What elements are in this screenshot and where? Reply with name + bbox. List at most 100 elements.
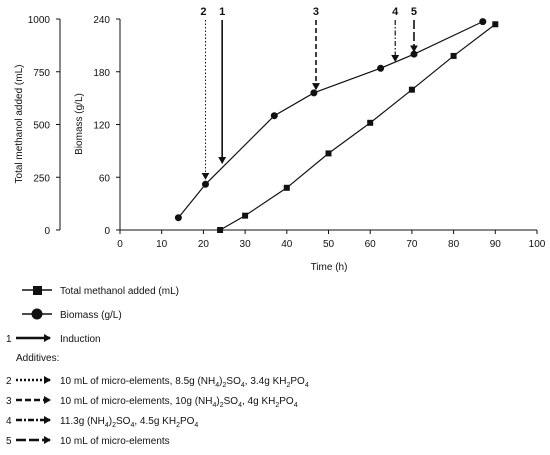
x-tick-label: 0 xyxy=(117,239,123,250)
legend-label-additive-5: 10 mL of micro-elements xyxy=(60,436,170,447)
additive-2-part-a: 10 mL of micro-elements, 8.5g (NH xyxy=(60,376,215,387)
x-axis-ticks: 0 10 20 30 40 50 60 70 80 90 100 xyxy=(117,230,546,250)
legend-label-induction: Induction xyxy=(60,334,101,345)
additive-4-sub-po4: 4 xyxy=(194,422,198,429)
legend-item-additive-3: 3 10 mL of micro-elements, 10g (NH4)2SO4… xyxy=(6,396,298,409)
biomass-data-point xyxy=(377,64,385,72)
legend-item-additive-4: 4 11.3g (NH4)2SO4, 4.5g KH2PO4 xyxy=(6,416,198,429)
x-tick-label: 60 xyxy=(365,239,377,250)
additive-3-part-d: PO xyxy=(279,396,294,407)
biomass-data-point xyxy=(270,112,278,120)
x-tick-label: 90 xyxy=(490,239,502,250)
biomass-data-point xyxy=(310,89,318,97)
arrow-layer: 1 2 3 4 5 xyxy=(200,6,418,180)
additive-3-part-a: 10 mL of micro-elements, 10g (NH xyxy=(60,396,212,407)
biomass-data-point xyxy=(410,50,418,58)
additive-4-sub-2: 2 xyxy=(112,422,116,429)
arrow-label-1: 1 xyxy=(219,6,225,18)
arrow-label-4: 4 xyxy=(392,6,399,18)
x-tick-label: 30 xyxy=(240,239,252,250)
additive-4-sub-4: 4 xyxy=(105,422,109,429)
left-axis-label: Total methanol added (mL) xyxy=(14,65,25,184)
additive-3-close: ) xyxy=(216,396,219,407)
legend-item-induction: 1 Induction xyxy=(6,334,101,345)
additive-2-sub-h2: 2 xyxy=(286,382,290,389)
x-tick-label: 40 xyxy=(281,239,293,250)
additive-2-sub-po4: 4 xyxy=(305,382,309,389)
biomass-series-line xyxy=(177,21,484,219)
biomass-data-point xyxy=(174,214,182,222)
additive-3-part-b: SO xyxy=(224,396,239,407)
additive-3-sub-po4: 4 xyxy=(294,402,298,409)
legend-item-methanol: Total methanol added (mL) xyxy=(22,286,179,297)
additive-4-sub-so4: 4 xyxy=(130,422,134,429)
legend-item-additive-5: 5 10 mL of micro-elements xyxy=(6,436,170,447)
x-tick-label: 10 xyxy=(156,239,168,250)
additive-2-part-c: , 3.4g KH xyxy=(245,376,287,387)
methanol-data-point xyxy=(408,86,415,93)
x-tick-label: 100 xyxy=(529,239,546,250)
left-tick-label: 0 xyxy=(44,226,50,237)
legend-number-additive-4: 4 xyxy=(6,416,12,427)
legend-label-biomass: Biomass (g/L) xyxy=(60,310,122,321)
legend-label-additive-4: 11.3g (NH4)2SO4, 4.5g KH2PO4 xyxy=(60,416,198,429)
left-tick-label: 500 xyxy=(33,121,50,132)
right-tick-label: 240 xyxy=(93,15,110,26)
methanol-data-point xyxy=(450,52,457,59)
axes xyxy=(59,19,537,231)
legend-label-additive-3: 10 mL of micro-elements, 10g (NH4)2SO4, … xyxy=(60,396,298,409)
additive-4-part-c: , 4.5g KH xyxy=(134,416,176,427)
legend-item-additive-2: 2 10 mL of micro-elements, 8.5g (NH4)2SO… xyxy=(6,376,309,389)
methanol-series-line xyxy=(219,23,496,231)
additives-heading: Additives: xyxy=(16,353,59,364)
additive-2-sub-4: 4 xyxy=(215,382,219,389)
series-layer xyxy=(174,18,499,233)
left-tick-label: 750 xyxy=(33,68,50,79)
x-tick-label: 50 xyxy=(323,239,335,250)
square-marker-icon xyxy=(33,286,42,295)
right-tick-label: 60 xyxy=(99,173,111,184)
legend: Total methanol added (mL) Biomass (g/L) … xyxy=(6,286,309,447)
left-tick-label: 250 xyxy=(33,173,50,184)
additive-2-sub-so4: 4 xyxy=(241,382,245,389)
x-tick-label: 70 xyxy=(406,239,418,250)
methanol-data-point xyxy=(325,150,332,157)
methanol-data-point xyxy=(367,119,374,126)
arrow-label-3: 3 xyxy=(313,6,319,18)
methanol-data-point xyxy=(242,212,249,219)
additive-4-close: ) xyxy=(109,416,112,427)
legend-item-biomass: Biomass (g/L) xyxy=(22,308,122,321)
additive-4-part-a: 11.3g (NH xyxy=(60,416,105,427)
arrow-label-2: 2 xyxy=(200,6,206,18)
left-tick-label: 1000 xyxy=(28,15,51,26)
x-axis-label: Time (h) xyxy=(311,262,348,273)
right-axis-label: Biomass (g/L) xyxy=(74,93,85,155)
right-tick-label: 120 xyxy=(93,121,110,132)
additive-2-part-d: PO xyxy=(290,376,305,387)
additive-2-close: ) xyxy=(219,376,222,387)
additive-3-sub-4: 4 xyxy=(212,402,216,409)
additive-2-sub-2: 2 xyxy=(223,382,227,389)
right-axis-ticks: 0 60 120 180 240 xyxy=(93,15,120,237)
additive-3-sub-h2: 2 xyxy=(275,402,279,409)
arrow-label-5: 5 xyxy=(411,6,417,18)
right-tick-label: 0 xyxy=(104,226,110,237)
biomass-data-point xyxy=(201,180,209,188)
legend-number-additive-2: 2 xyxy=(6,376,12,387)
additive-3-part-c: , 4g KH xyxy=(242,396,275,407)
biomass-data-point xyxy=(479,18,487,26)
methanol-data-point xyxy=(492,21,499,28)
legend-number-induction: 1 xyxy=(6,334,12,345)
additive-4-part-d: PO xyxy=(180,416,195,427)
legend-label-methanol: Total methanol added (mL) xyxy=(60,286,179,297)
methanol-data-point xyxy=(283,184,290,191)
additive-2-part-b: SO xyxy=(226,376,241,387)
additive-3-sub-2: 2 xyxy=(220,402,224,409)
legend-number-additive-3: 3 xyxy=(6,396,12,407)
circle-marker-icon xyxy=(31,308,43,320)
additive-4-sub-h2: 2 xyxy=(176,422,180,429)
left-axis-ticks: 0 250 500 750 1000 xyxy=(28,15,60,237)
right-tick-label: 180 xyxy=(93,68,110,79)
additive-4-part-b: SO xyxy=(116,416,131,427)
